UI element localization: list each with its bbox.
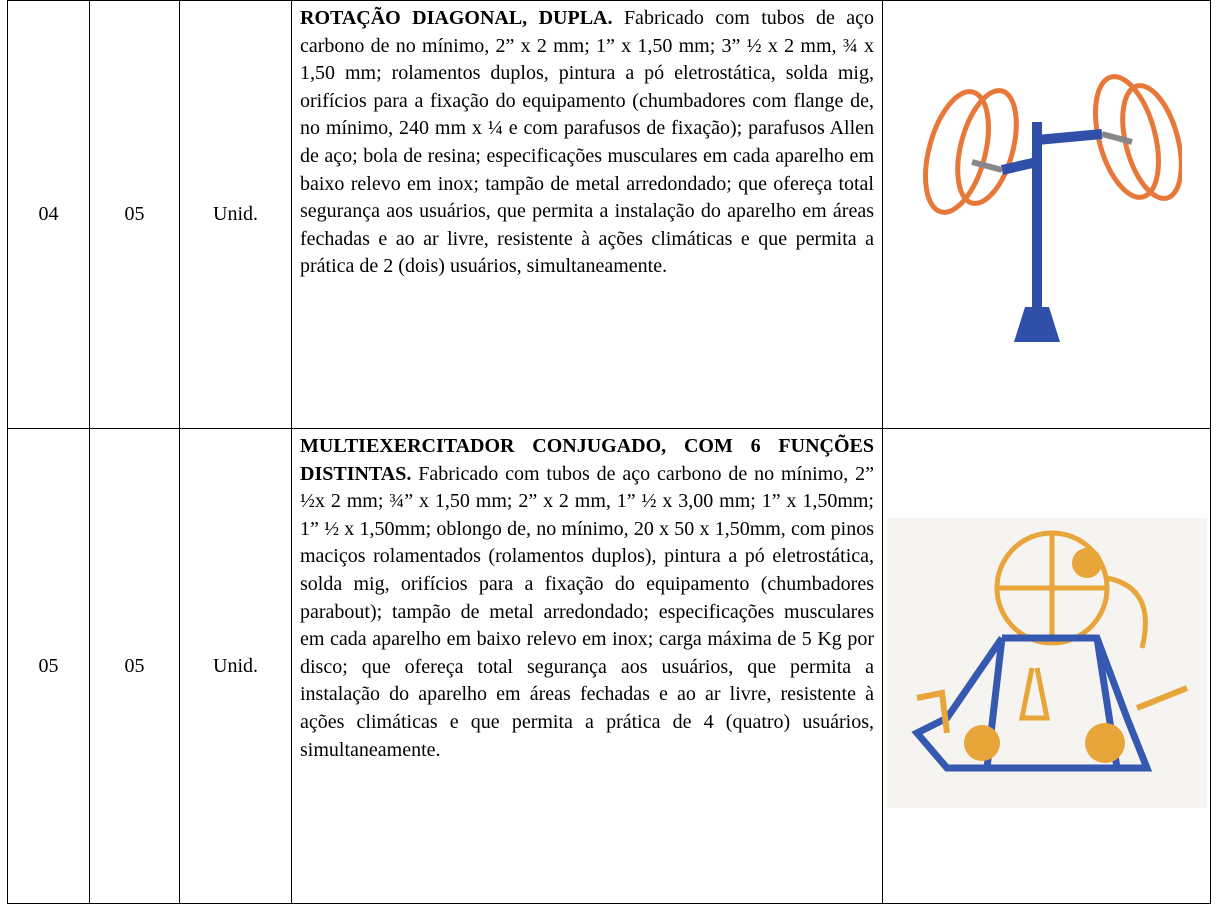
item-title: MULTIEXERCITADOR CONJUGADO, COM 6 FUNÇÕE… <box>300 435 874 485</box>
item-cell: 04 <box>7 0 90 429</box>
equipment-illustration <box>922 73 1184 342</box>
table-row: 04 05 Unid. ROTAÇÃO DIAGONAL, DUPLA. Fab… <box>7 0 1211 429</box>
item-cell: 05 <box>7 428 90 904</box>
image-cell <box>882 428 1211 904</box>
unit-cell: Unid. <box>179 428 292 904</box>
quantity-cell: 05 <box>89 0 180 429</box>
item-title: ROTAÇÃO DIAGONAL, DUPLA. <box>300 7 613 29</box>
item-description: Fabricado com tubos de aço carbono de no… <box>300 7 875 278</box>
image-cell <box>882 0 1211 429</box>
description-cell: ROTAÇÃO DIAGONAL, DUPLA. Fabricado com t… <box>291 0 883 429</box>
equipment-illustration <box>886 518 1207 808</box>
item-table: 04 05 Unid. ROTAÇÃO DIAGONAL, DUPLA. Fab… <box>7 0 1211 904</box>
quantity-cell: 05 <box>89 428 180 904</box>
table-row: 05 05 Unid. MULTIEXERCITADOR CONJUGADO, … <box>7 428 1211 904</box>
description-cell: MULTIEXERCITADOR CONJUGADO, COM 6 FUNÇÕE… <box>291 428 883 904</box>
item-description: Fabricado com tubos de aço carbono de no… <box>300 462 874 761</box>
unit-cell: Unid. <box>179 0 292 429</box>
